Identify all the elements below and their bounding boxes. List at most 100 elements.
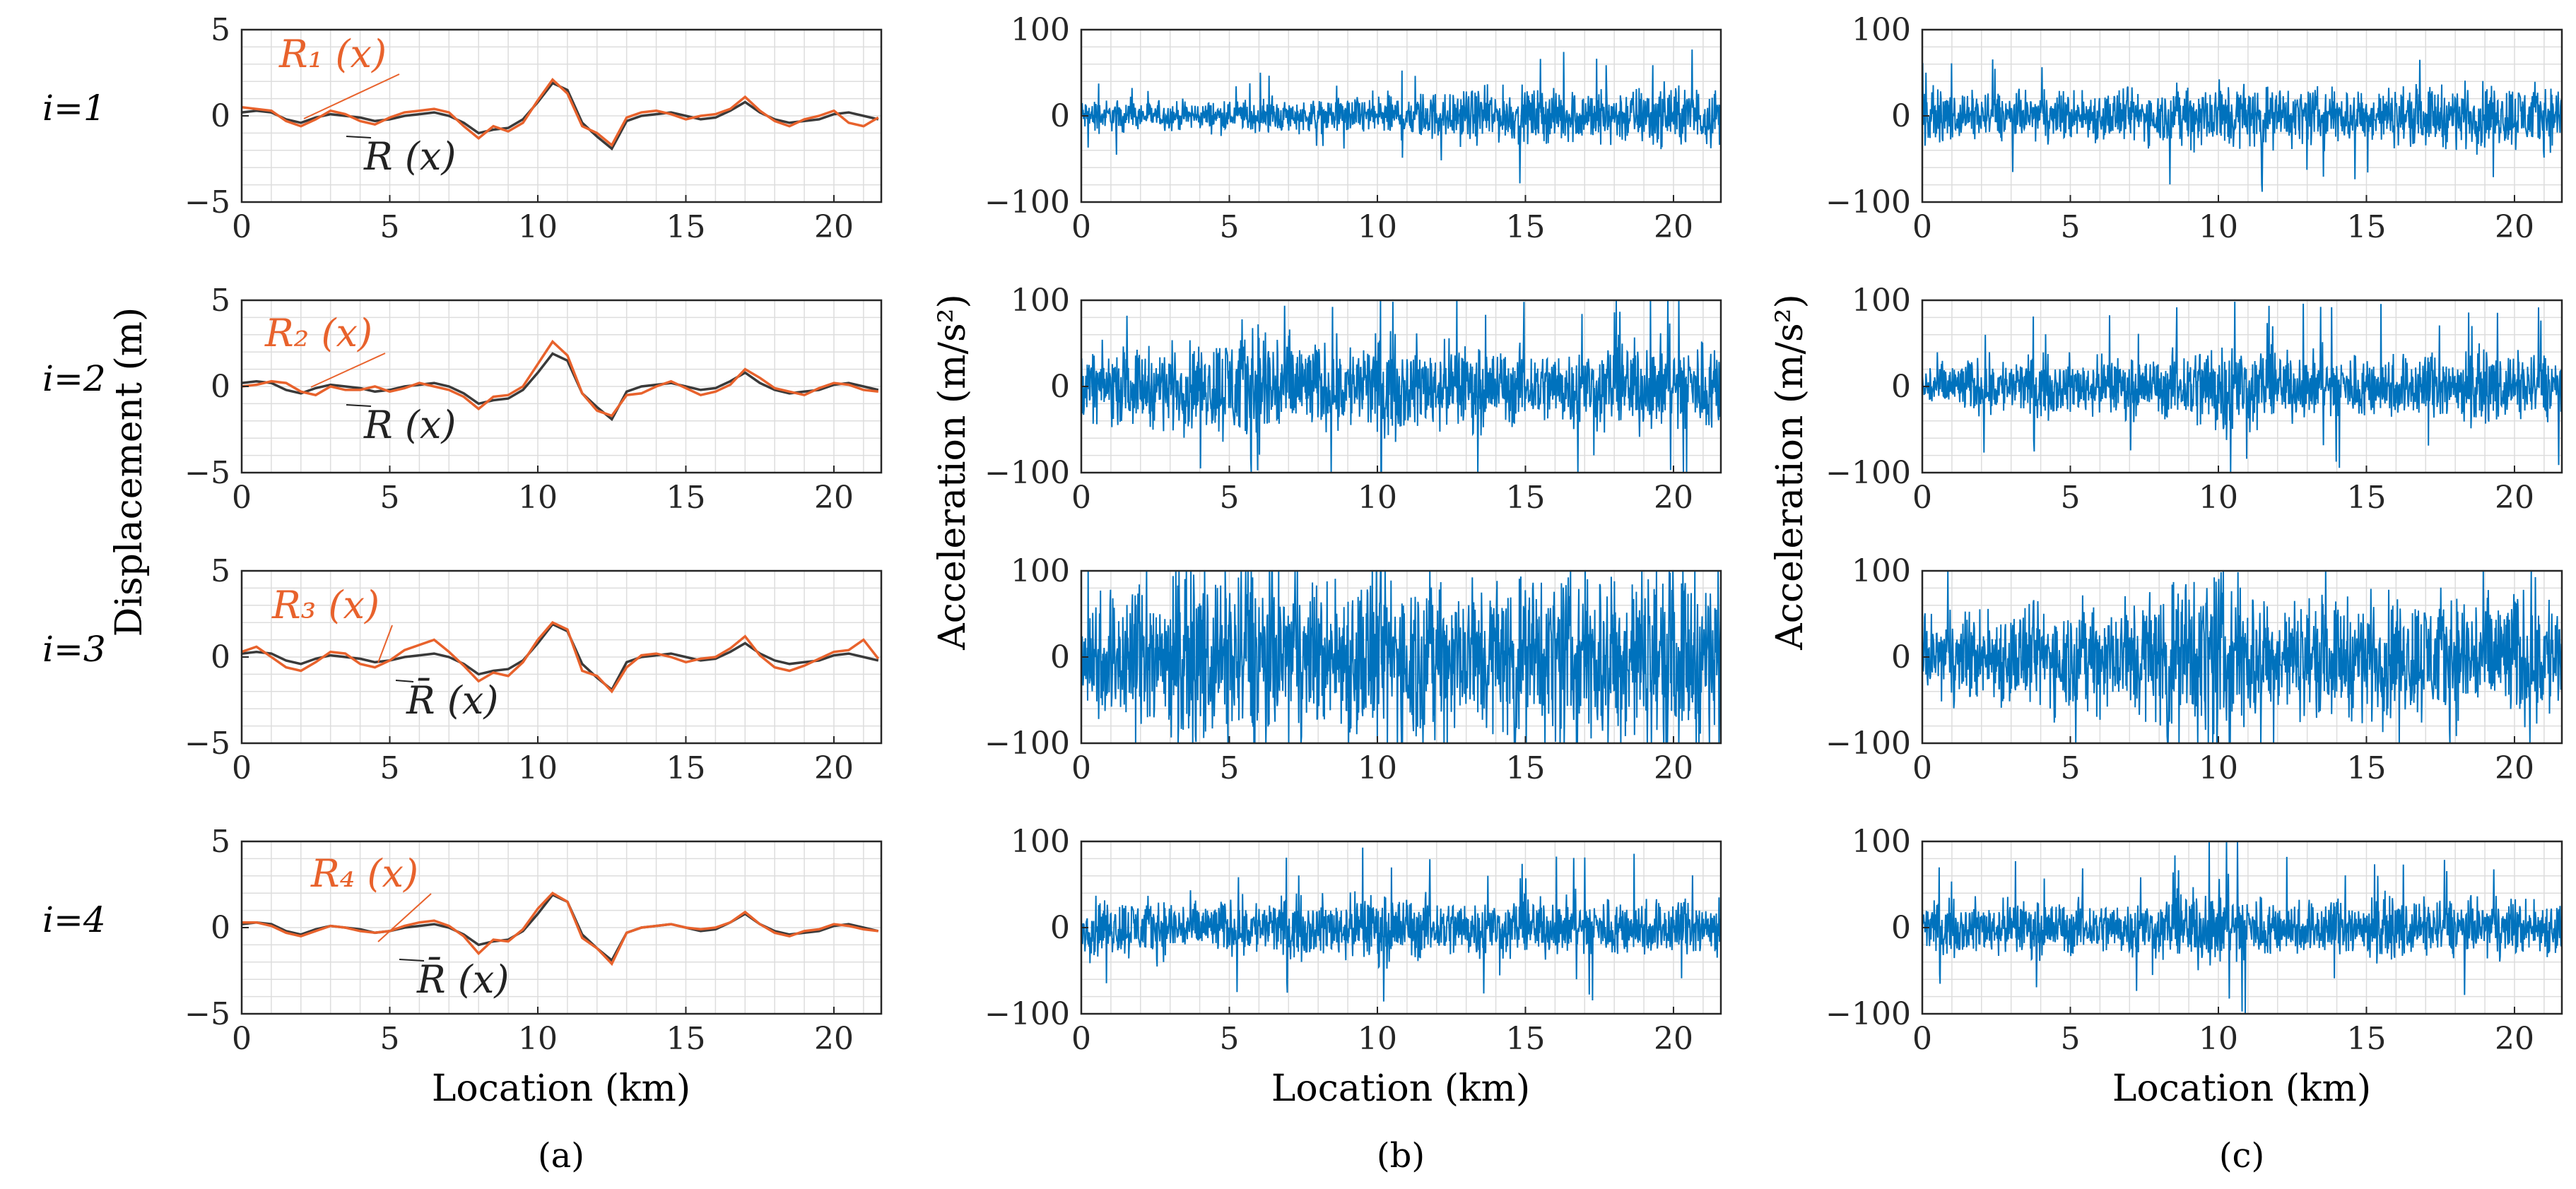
y-tick-label: 0 (1050, 910, 1070, 946)
x-tick-label: 15 (2346, 1021, 2386, 1057)
measured-label-leader (310, 353, 386, 388)
y-tick-label: 0 (1050, 639, 1070, 675)
reference-label-leader (346, 136, 372, 138)
x-tick-label: 10 (2199, 209, 2238, 245)
x-tick-label: 15 (1505, 750, 1545, 786)
measured-series-line (241, 339, 878, 418)
acceleration-series-line (1081, 847, 1722, 1002)
x-tick-label: 0 (1912, 209, 1932, 245)
x-tick-label: 5 (2060, 1021, 2080, 1057)
y-tick-label: 100 (1852, 824, 1911, 860)
panel-label-a: (a) (538, 1136, 584, 1176)
measured-series-line (242, 891, 879, 966)
y-tick-label: 100 (1011, 553, 1070, 589)
y-tick-label: 0 (1891, 98, 1911, 134)
reference-label-leader (395, 680, 414, 682)
x-tick-label: 20 (2495, 1021, 2534, 1057)
xlabel-col-c: Location (km) (2112, 1067, 2371, 1110)
measured-series-label: R₄ (x) (310, 851, 418, 896)
row-label-3: i=3 (42, 629, 106, 670)
y-tick-label: 100 (1852, 283, 1911, 319)
x-tick-label: 10 (1358, 209, 1397, 245)
y-tick-label: 100 (1852, 553, 1911, 589)
y-tick-label: 100 (1011, 12, 1070, 48)
row-label-1: i=1 (42, 88, 106, 129)
reference-series-label: R (x) (363, 134, 456, 179)
x-tick-label: 0 (232, 750, 252, 786)
acceleration-series-line (1081, 49, 1722, 184)
row-label-4: i=4 (42, 899, 106, 940)
x-tick-label: 0 (1912, 480, 1932, 516)
ylabel-col-b: Acceleration (m/s²) (931, 294, 974, 651)
y-tick-label: −100 (984, 726, 1070, 762)
reference-label-leader (346, 404, 372, 407)
x-tick-label: 10 (1358, 480, 1397, 516)
y-tick-label: 0 (1050, 98, 1070, 134)
acceleration-series-line (1081, 570, 1722, 744)
y-tick-label: 0 (1891, 910, 1911, 946)
x-tick-label: 0 (1071, 750, 1091, 786)
x-tick-label: 0 (232, 1021, 252, 1057)
measured-label-leader (303, 73, 400, 119)
y-tick-label: 5 (211, 12, 230, 48)
x-tick-label: 20 (2495, 209, 2534, 245)
x-tick-label: 0 (1071, 480, 1091, 516)
y-tick-label: −100 (984, 184, 1070, 220)
x-tick-label: 20 (2495, 480, 2534, 516)
x-tick-label: 5 (1219, 480, 1239, 516)
x-tick-label: 15 (2346, 209, 2386, 245)
x-tick-label: 10 (1358, 1021, 1397, 1057)
measured-series-label: R₁ (x) (278, 32, 387, 76)
measured-label-leader (377, 893, 432, 942)
panel-a-row-3: 0 5 10 15 20−505 (184, 553, 883, 786)
x-tick-label: 0 (1071, 209, 1091, 245)
y-tick-label: −100 (1825, 726, 1911, 762)
acceleration-series-line (1922, 841, 2563, 1015)
x-tick-label: 5 (380, 209, 399, 245)
ylabel-col-c: Acceleration (m/s²) (1769, 294, 1811, 651)
x-tick-label: 20 (1654, 480, 1693, 516)
acceleration-series-line (1922, 301, 2563, 473)
reference-series-line (241, 352, 879, 422)
x-tick-label: 5 (1219, 209, 1239, 245)
y-tick-label: 0 (1891, 639, 1911, 675)
x-tick-label: 10 (1358, 750, 1397, 786)
panel-a-row-4: 0 5 10 15 20−505 (184, 824, 883, 1057)
x-tick-label: 0 (232, 209, 252, 245)
x-tick-label: 10 (518, 1021, 558, 1057)
panel-label-b: (b) (1377, 1136, 1425, 1176)
y-tick-label: −100 (984, 996, 1070, 1032)
x-tick-label: 15 (2346, 480, 2386, 516)
measured-series-label: R₃ (x) (271, 583, 380, 627)
x-tick-label: 20 (1654, 750, 1693, 786)
y-tick-label: −100 (1825, 184, 1911, 220)
y-tick-label: −5 (184, 455, 230, 491)
x-tick-label: 5 (1219, 750, 1239, 786)
acceleration-series-line (1081, 300, 1722, 473)
y-tick-label: 0 (211, 639, 230, 675)
xlabel-col-a: Location (km) (432, 1067, 690, 1110)
x-tick-label: 10 (518, 209, 558, 245)
panel-a-row-1: 0 5 10 15 20−505 (184, 12, 883, 245)
x-tick-label: 20 (1654, 1021, 1693, 1057)
x-tick-label: 15 (1505, 209, 1545, 245)
ylabel-col-a: Displacement (m) (108, 307, 151, 637)
measured-label-leader (377, 625, 393, 663)
y-tick-label: 100 (1011, 824, 1070, 860)
x-tick-label: 10 (518, 480, 558, 516)
x-tick-label: 0 (1912, 750, 1932, 786)
reference-label-leader (399, 959, 425, 962)
x-tick-label: 10 (518, 750, 558, 786)
x-tick-label: 5 (2060, 750, 2080, 786)
x-tick-label: 10 (2199, 480, 2238, 516)
x-tick-label: 20 (1654, 209, 1693, 245)
x-tick-label: 5 (380, 750, 399, 786)
